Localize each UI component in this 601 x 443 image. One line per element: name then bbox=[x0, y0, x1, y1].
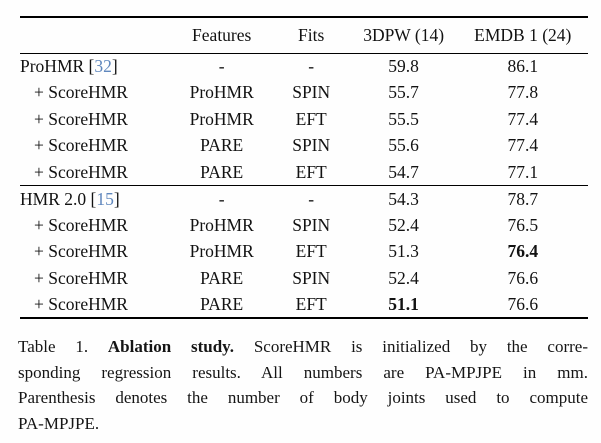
cell-features: - bbox=[218, 188, 225, 209]
table-row: HMR 2.0 [15] - - 54.3 78.7 bbox=[20, 186, 588, 213]
cell-3dpw: 55.7 bbox=[388, 82, 419, 103]
table-block-prohmr: ProHMR [32] - - 59.8 86.1 + ScoreHMR ProHMR SPI… bbox=[20, 53, 588, 186]
cell-emdb: 77.4 bbox=[507, 108, 539, 129]
table-row: + ScoreHMR ProHMR SPIN 55.7 77.8 bbox=[20, 80, 588, 107]
cell-fits: SPIN bbox=[292, 267, 331, 288]
table-block-hmr2: HMR 2.0 [15] - - 54.3 78.7 + ScoreHMR ProHMR SP… bbox=[20, 186, 588, 319]
cell-fits: SPIN bbox=[292, 135, 331, 156]
cell-emdb: 76.6 bbox=[507, 293, 539, 314]
cell-3dpw: 51.1 bbox=[388, 293, 419, 314]
cell-features: PARE bbox=[200, 267, 244, 288]
caption-line: sponding regression results. All numbers… bbox=[18, 360, 588, 386]
cell-emdb: 86.1 bbox=[507, 56, 539, 76]
cell-features: ProHMR bbox=[189, 82, 254, 103]
cell-fits: EFT bbox=[295, 241, 327, 262]
header-cell-emdb: EMDB 1 (24) bbox=[474, 24, 572, 45]
cell-emdb: 77.1 bbox=[507, 161, 539, 182]
table-row: + ScoreHMR ProHMR SPIN 52.4 76.5 bbox=[20, 212, 588, 239]
table-row: + ScoreHMR ProHMR EFT 55.5 77.4 bbox=[20, 106, 588, 133]
table-caption: Table 1. Ablation study. ScoreHMR is ini… bbox=[18, 334, 588, 436]
ablation-table-wrap: Features Fits 3DPW (14) EMDB 1 (24) ProH… bbox=[20, 16, 588, 319]
cell-3dpw: 55.5 bbox=[388, 108, 419, 129]
table-row: + ScoreHMR ProHMR EFT 51.3 76.4 bbox=[20, 239, 588, 266]
row-label: + ScoreHMR bbox=[34, 135, 128, 156]
header-cell-features: Features bbox=[192, 24, 252, 45]
row-label: + ScoreHMR bbox=[34, 161, 128, 182]
cell-3dpw: 54.3 bbox=[388, 188, 419, 209]
table-row: + ScoreHMR PARE EFT 51.1 76.6 bbox=[20, 292, 588, 319]
caption-line: PA-MPJPE. bbox=[18, 411, 588, 437]
caption-text: Parenthesis denotes the number of body j… bbox=[18, 388, 588, 407]
caption-line: Table 1. Ablation study. ScoreHMR is ini… bbox=[18, 334, 588, 360]
table-header: Features Fits 3DPW (14) EMDB 1 (24) bbox=[20, 17, 588, 53]
cell-emdb: 78.7 bbox=[507, 188, 539, 209]
row-label: + ScoreHMR bbox=[34, 214, 128, 235]
row-label: + ScoreHMR bbox=[34, 267, 128, 288]
row-label: + ScoreHMR bbox=[34, 241, 128, 262]
header-cell-3dpw: 3DPW (14) bbox=[363, 24, 445, 45]
row-label: HMR 2.0 [15] bbox=[20, 188, 120, 209]
cell-3dpw: 51.3 bbox=[388, 241, 419, 262]
header-cell-method bbox=[20, 17, 171, 53]
cell-fits: SPIN bbox=[292, 214, 331, 235]
caption-text: sponding regression results. All numbers… bbox=[18, 362, 588, 382]
ablation-table: Features Fits 3DPW (14) EMDB 1 (24) ProH… bbox=[20, 16, 588, 319]
table-row: ProHMR [32] - - 59.8 86.1 bbox=[20, 53, 588, 80]
cell-fits: EFT bbox=[295, 161, 327, 182]
cell-emdb: 76.4 bbox=[507, 241, 539, 262]
cell-features: - bbox=[218, 56, 225, 76]
cell-fits: EFT bbox=[295, 108, 327, 129]
header-row: Features Fits 3DPW (14) EMDB 1 (24) bbox=[20, 17, 588, 53]
cell-features: ProHMR bbox=[189, 108, 254, 129]
cell-emdb: 77.8 bbox=[507, 82, 539, 103]
cell-fits: SPIN bbox=[292, 82, 331, 103]
table-row: + ScoreHMR PARE EFT 54.7 77.1 bbox=[20, 159, 588, 186]
row-label: + ScoreHMR bbox=[34, 108, 128, 129]
cell-emdb: 76.5 bbox=[507, 214, 539, 235]
row-label: + ScoreHMR bbox=[34, 293, 128, 314]
caption-text: Table 1. bbox=[18, 337, 108, 356]
caption-bold-text: Ablation study. bbox=[107, 337, 234, 356]
cell-features: PARE bbox=[200, 135, 244, 156]
cell-fits: - bbox=[308, 188, 315, 209]
cell-features: PARE bbox=[200, 161, 244, 182]
table-row: + ScoreHMR PARE SPIN 55.6 77.4 bbox=[20, 133, 588, 160]
table-row: + ScoreHMR PARE SPIN 52.4 76.6 bbox=[20, 265, 588, 292]
cell-3dpw: 52.4 bbox=[388, 214, 419, 235]
cell-3dpw: 55.6 bbox=[388, 135, 419, 156]
cell-fits: EFT bbox=[295, 293, 327, 314]
header-cell-fits: Fits bbox=[298, 24, 325, 45]
cell-emdb: 77.4 bbox=[507, 135, 539, 156]
caption-text: PA-MPJPE. bbox=[18, 413, 100, 433]
cell-features: PARE bbox=[200, 293, 244, 314]
cell-3dpw: 52.4 bbox=[388, 267, 419, 288]
caption-line: Parenthesis denotes the number of body j… bbox=[18, 385, 588, 411]
cell-features: ProHMR bbox=[189, 241, 254, 262]
cell-features: ProHMR bbox=[189, 214, 254, 235]
caption-text: ScoreHMR is initialized by the corre- bbox=[234, 337, 588, 356]
citation-link[interactable]: 32 bbox=[94, 56, 112, 76]
row-label: ProHMR [32] bbox=[20, 56, 118, 76]
cell-emdb: 76.6 bbox=[507, 267, 539, 288]
cell-3dpw: 54.7 bbox=[388, 161, 419, 182]
cell-fits: - bbox=[308, 56, 315, 76]
row-label: + ScoreHMR bbox=[34, 82, 128, 103]
citation-link[interactable]: 15 bbox=[96, 188, 114, 209]
cell-3dpw: 59.8 bbox=[388, 56, 419, 76]
